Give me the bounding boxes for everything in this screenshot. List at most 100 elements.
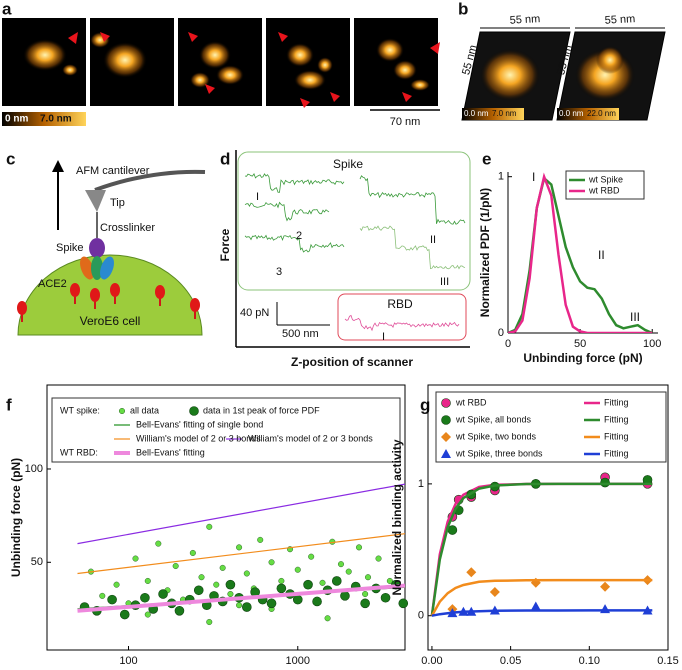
legend-label: Fitting (604, 397, 629, 407)
colorbar-label: 22.0 nm (587, 109, 616, 118)
size-label: 55 nm (509, 13, 540, 27)
y-tick-label: 100 (25, 463, 43, 475)
y-tick-label: 50 (31, 556, 43, 568)
marker (308, 553, 315, 560)
marker (360, 598, 370, 609)
label: Crosslinker (100, 222, 155, 234)
force-trace (244, 234, 345, 253)
arrow-head (52, 160, 64, 172)
marker (225, 579, 236, 590)
legend-label: data in 1st peak of force PDF (203, 405, 320, 415)
marker (119, 609, 130, 620)
marker (155, 540, 162, 547)
x-axis-title: Force loading rate (pN/s) (155, 668, 296, 670)
marker (276, 583, 287, 594)
annotation: III (630, 310, 640, 324)
panel-label: g (420, 395, 430, 414)
marker (600, 581, 611, 592)
afm-feature (393, 60, 417, 80)
label: VeroE6 cell (80, 314, 141, 328)
marker (278, 577, 285, 584)
marker (356, 544, 363, 551)
x-tick-label: 1000 (286, 655, 310, 667)
y-tick-label: 1 (498, 171, 504, 183)
chart (427, 384, 669, 651)
marker (107, 594, 117, 605)
spike-head (89, 238, 105, 258)
marker (294, 566, 301, 573)
legend-box (435, 391, 667, 463)
y-tick-label: 0 (498, 327, 504, 339)
marker (362, 591, 369, 598)
rbd-box (337, 293, 467, 341)
legend-label: William's model of 2 or 3 bonds (248, 433, 373, 443)
legend-label: Fitting (604, 431, 629, 441)
panel-label: e (482, 149, 491, 168)
marker (144, 577, 151, 584)
legend-label: wt Spike, all bonds (455, 414, 532, 424)
force-trace (359, 175, 466, 225)
afm-feature (90, 32, 110, 48)
marker (365, 574, 372, 581)
marker (206, 619, 213, 626)
scale-label: 40 pN (240, 307, 269, 319)
marker (530, 601, 541, 611)
panel-label: a (2, 0, 12, 18)
marker (113, 581, 120, 588)
legend-label: all data (130, 405, 159, 415)
legend-label: wt Spike (588, 174, 623, 184)
y-tick-label: 1 (418, 478, 424, 490)
afm-feature (294, 70, 326, 90)
afm-feature (376, 38, 404, 62)
marker (268, 559, 275, 566)
annotation: I (532, 170, 535, 184)
marker (398, 598, 409, 609)
tip (85, 190, 106, 212)
afm-feature (410, 79, 430, 91)
plot-frame (46, 384, 406, 651)
ace2 (155, 285, 165, 299)
spike-box (237, 151, 471, 291)
marker (243, 570, 250, 577)
afm-feature (286, 43, 314, 67)
afm-feature (596, 46, 624, 74)
x-tick-label: 0 (505, 338, 511, 350)
trace-label: I (382, 331, 385, 343)
size-label: 55 nm (604, 13, 635, 27)
marker (144, 611, 151, 618)
series-line (77, 483, 405, 545)
ace2 (110, 283, 120, 297)
marker (303, 579, 313, 590)
afm-feature (317, 57, 333, 73)
marker (331, 576, 342, 586)
marker (375, 555, 382, 562)
x-tick-label: 0.05 (500, 655, 521, 667)
trace-label: 3 (276, 266, 282, 278)
arrowhead (100, 32, 110, 42)
x-axis-title: Unbinding force (pN) (523, 351, 642, 365)
marker (219, 564, 226, 571)
trace-label: II (430, 234, 436, 246)
legend-label: wt Spike, three bonds (455, 448, 543, 458)
afm-feature (103, 42, 147, 78)
y-axis-title: Normalized binding activity (390, 439, 404, 595)
marker (206, 523, 213, 530)
axis-title: Z-position of scanner (291, 355, 413, 369)
panel-label: d (220, 149, 230, 168)
marker (386, 577, 393, 584)
x-tick-label: 0.15 (657, 655, 678, 667)
legend-label: Fitting (604, 414, 629, 424)
trace-label: I (256, 191, 259, 203)
trace-label: III (440, 276, 449, 288)
afm-feature (62, 64, 78, 76)
afm-feature (199, 41, 231, 69)
force-trace (359, 225, 466, 270)
x-axis-title: Contact time (s) (503, 668, 594, 670)
marker (441, 432, 451, 442)
arrowhead (300, 98, 310, 108)
marker (118, 408, 125, 415)
colorbar (462, 108, 524, 120)
legend-group: WT RBD: (60, 447, 98, 457)
legend-label: wt RBD (455, 397, 487, 407)
scale-label: 500 nm (282, 328, 319, 340)
